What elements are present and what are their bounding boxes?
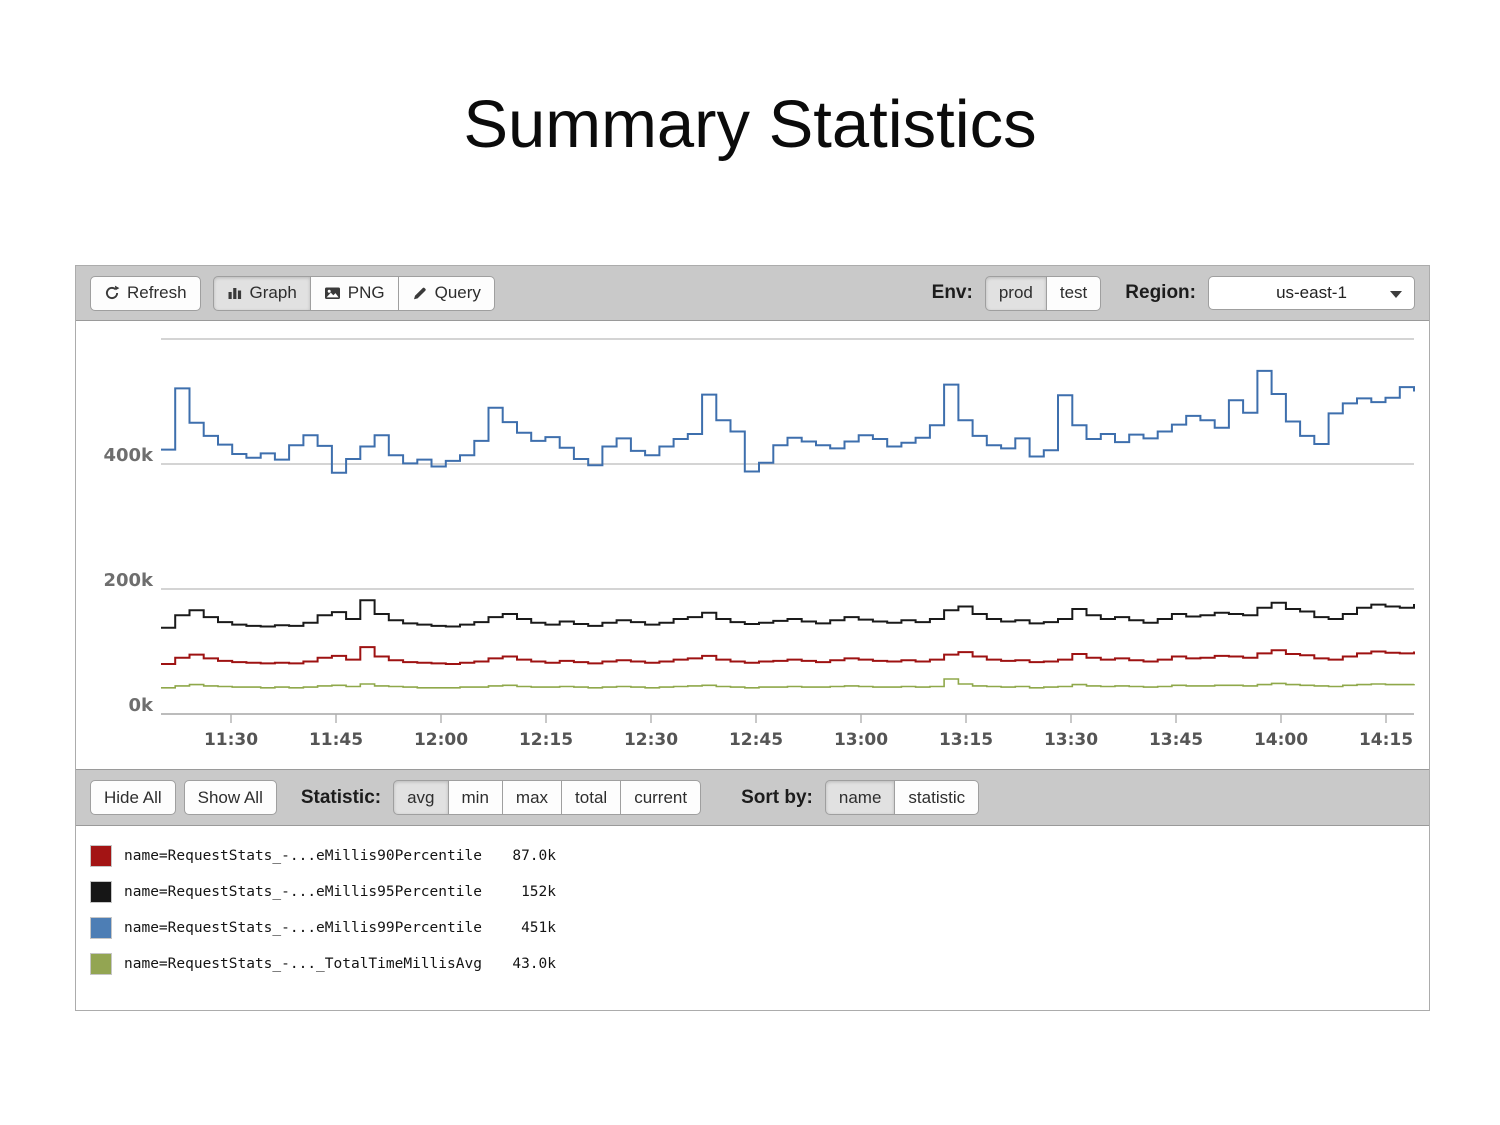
view-mode-group: Graph PNG Query bbox=[212, 275, 495, 311]
series-color-swatch bbox=[90, 917, 112, 939]
timeseries-chart: 11:30 11:45 12:00 12:15 12:30 12:45 13:00 13:15… bbox=[103, 338, 1415, 750]
y-tick-label: 400k bbox=[103, 445, 154, 466]
y-tick-label: 200k bbox=[103, 570, 154, 591]
x-tick-label: 14:00 bbox=[1254, 730, 1308, 750]
legend-row[interactable]: name=RequestStats_-..._TotalTimeMillisAv… bbox=[90, 946, 1429, 982]
region-label: Region: bbox=[1125, 282, 1196, 303]
env-label: Env: bbox=[931, 282, 973, 303]
series-name: name=RequestStats_-...eMillis99Percentil… bbox=[124, 920, 482, 936]
sort-by-label: Sort by: bbox=[741, 786, 813, 808]
legend-list: name=RequestStats_-...eMillis90Percentil… bbox=[76, 826, 1429, 1010]
region-value: us-east-1 bbox=[1276, 283, 1347, 302]
statistic-option-current[interactable]: current bbox=[621, 780, 702, 815]
series-value: 87.0k bbox=[512, 848, 556, 864]
env-toggle-group: prod test bbox=[984, 275, 1102, 311]
png-tab-label: PNG bbox=[347, 283, 385, 302]
hide-all-button[interactable]: Hide All bbox=[90, 780, 176, 815]
env-option-test[interactable]: test bbox=[1046, 275, 1102, 311]
series-value: 152k bbox=[521, 884, 556, 900]
series-name: name=RequestStats_-...eMillis90Percentil… bbox=[124, 848, 482, 864]
show-all-button[interactable]: Show All bbox=[183, 780, 277, 815]
refresh-label: Refresh bbox=[127, 283, 187, 302]
legend-toolbar: Hide All Show All Statistic: avg min max to… bbox=[76, 769, 1429, 826]
y-tick-label: 0k bbox=[129, 695, 155, 716]
legend-row[interactable]: name=RequestStats_-...eMillis90Percentil… bbox=[90, 838, 1429, 874]
x-tick-label: 12:00 bbox=[414, 730, 468, 750]
series-line-3 bbox=[161, 678, 1415, 689]
top-toolbar: Refresh Graph PN bbox=[76, 266, 1429, 321]
query-tab-button[interactable]: Query bbox=[398, 275, 495, 311]
x-tick-label: 12:30 bbox=[624, 730, 678, 750]
sort-option-name[interactable]: name bbox=[824, 780, 896, 815]
region-dropdown[interactable]: us-east-1 bbox=[1208, 276, 1415, 310]
statistic-group: avg min max total current bbox=[393, 780, 702, 815]
series-color-swatch bbox=[90, 953, 112, 975]
x-tick-label: 12:45 bbox=[729, 730, 783, 750]
statistic-label: Statistic: bbox=[300, 786, 382, 808]
legend-row[interactable]: name=RequestStats_-...eMillis99Percentil… bbox=[90, 910, 1429, 946]
show-all-label: Show All bbox=[197, 787, 263, 807]
x-tick-label: 12:15 bbox=[519, 730, 573, 750]
series-color-swatch bbox=[90, 881, 112, 903]
query-tab-label: Query bbox=[434, 283, 481, 302]
series-line-1 bbox=[161, 599, 1415, 629]
refresh-button[interactable]: Refresh bbox=[90, 275, 201, 311]
x-tick-label: 11:30 bbox=[204, 730, 258, 750]
statistic-option-min[interactable]: min bbox=[448, 780, 503, 815]
x-tick-label: 11:45 bbox=[309, 730, 363, 750]
series-name: name=RequestStats_-..._TotalTimeMillisAv… bbox=[124, 956, 482, 972]
refresh-icon bbox=[105, 285, 120, 300]
image-icon bbox=[324, 287, 340, 299]
graph-tab-label: Graph bbox=[249, 283, 297, 302]
x-tick-label: 13:15 bbox=[939, 730, 993, 750]
series-line-0 bbox=[161, 369, 1415, 474]
x-tick-label: 14:15 bbox=[1359, 730, 1413, 750]
legend-row[interactable]: name=RequestStats_-...eMillis95Percentil… bbox=[90, 874, 1429, 910]
statistic-option-avg[interactable]: avg bbox=[393, 780, 449, 815]
bar-chart-icon bbox=[228, 288, 241, 299]
graph-tab-button[interactable]: Graph bbox=[212, 275, 311, 311]
sort-option-statistic[interactable]: statistic bbox=[895, 780, 980, 815]
chart-area: 11:30 11:45 12:00 12:15 12:30 12:45 13:00 13:15… bbox=[76, 321, 1429, 769]
chevron-down-icon bbox=[1390, 291, 1402, 298]
env-region-cluster: Env: prod test Region: us-east-1 bbox=[931, 275, 1415, 311]
series-value: 451k bbox=[521, 920, 556, 936]
x-tick-label: 13:30 bbox=[1044, 730, 1098, 750]
sort-by-group: name statistic bbox=[824, 780, 980, 815]
x-tick-label: 13:45 bbox=[1149, 730, 1203, 750]
series-color-swatch bbox=[90, 845, 112, 867]
env-option-prod[interactable]: prod bbox=[984, 275, 1047, 311]
graph-panel: Refresh Graph PN bbox=[75, 265, 1430, 1011]
statistic-option-max[interactable]: max bbox=[502, 780, 563, 815]
x-tick-label: 13:00 bbox=[834, 730, 888, 750]
series-value: 43.0k bbox=[512, 956, 556, 972]
series-name: name=RequestStats_-...eMillis95Percentil… bbox=[124, 884, 482, 900]
page-title: Summary Statistics bbox=[463, 87, 1037, 162]
statistic-option-total[interactable]: total bbox=[562, 780, 622, 815]
series-line-2 bbox=[161, 646, 1415, 665]
png-tab-button[interactable]: PNG bbox=[310, 275, 399, 311]
hide-all-label: Hide All bbox=[104, 787, 162, 807]
pencil-icon bbox=[413, 287, 426, 300]
